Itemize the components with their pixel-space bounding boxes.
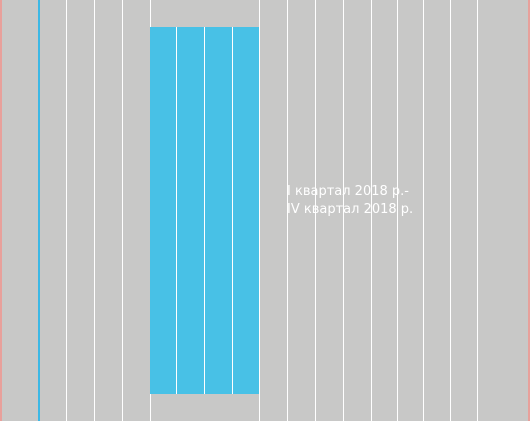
grid-line <box>477 0 478 421</box>
grid-line <box>94 0 95 421</box>
block-grid-line <box>176 27 177 394</box>
grid-line <box>315 0 316 421</box>
grid-line <box>259 0 260 421</box>
grid-line <box>397 0 398 421</box>
highlight-block <box>150 27 259 394</box>
grid-line <box>371 0 372 421</box>
grid-line <box>287 0 288 421</box>
period-label-line-1: І квартал 2018 р.- <box>287 184 409 199</box>
accent-line <box>38 0 40 421</box>
period-label-line-2: IV квартал 2018 р. <box>287 202 414 217</box>
left-edge <box>0 0 2 421</box>
right-edge <box>528 0 530 421</box>
grid-line <box>66 0 67 421</box>
block-grid-line <box>232 27 233 394</box>
grid-line <box>122 0 123 421</box>
grid-line <box>343 0 344 421</box>
grid-line <box>450 0 451 421</box>
period-label: І квартал 2018 р.- IV квартал 2018 р. <box>287 183 413 219</box>
block-grid-line <box>204 27 205 394</box>
grid-line <box>423 0 424 421</box>
